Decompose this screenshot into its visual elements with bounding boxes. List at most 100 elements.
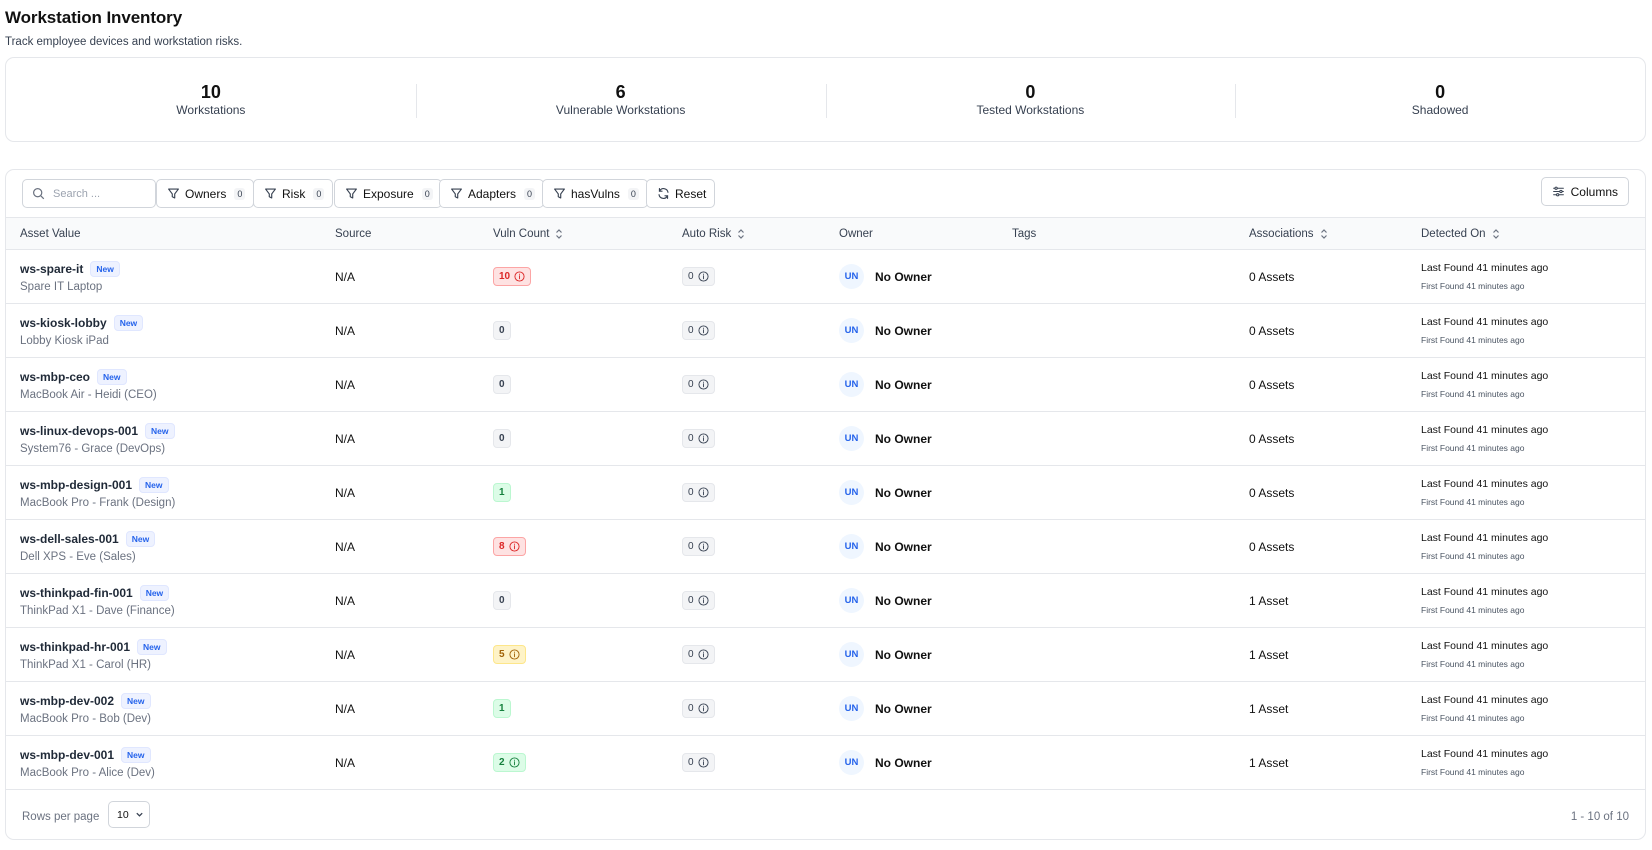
owner-cell[interactable]: UN No Owner <box>839 304 932 357</box>
auto-risk-badge[interactable]: 0 <box>682 429 715 448</box>
associations-cell[interactable]: 0 Assets <box>1249 323 1295 338</box>
vuln-count-badge[interactable]: 0 <box>493 321 511 340</box>
table-row[interactable]: ws-thinkpad-fin-001 New ThinkPad X1 - Dave… <box>6 574 1645 628</box>
vuln-count-badge[interactable]: 0 <box>493 591 511 610</box>
vuln-count-badge[interactable]: 8 <box>493 537 526 556</box>
asset-name-link[interactable]: ws-thinkpad-hr-001 <box>20 639 131 654</box>
associations-cell[interactable]: 0 Assets <box>1249 269 1295 284</box>
reset-button[interactable]: Reset <box>646 179 716 208</box>
auto-risk-cell: 0 <box>682 574 715 627</box>
owner-cell[interactable]: UN No Owner <box>839 358 932 411</box>
vuln-count-badge[interactable]: 2 <box>493 753 526 772</box>
owner-cell[interactable]: UN No Owner <box>839 466 932 519</box>
table-row[interactable]: ws-mbp-dev-001 New MacBook Pro - Alice (De… <box>6 736 1645 790</box>
associations-cell[interactable]: 1 Asset <box>1249 593 1289 608</box>
owner-cell[interactable]: UN No Owner <box>839 412 932 465</box>
associations-cell[interactable]: 1 Asset <box>1249 701 1289 716</box>
last-found-text: Last Found 41 minutes ago <box>1421 640 1549 652</box>
exposure-filter-button[interactable]: Exposure 0 <box>334 179 442 208</box>
column-header-owner[interactable]: Owner <box>839 218 873 249</box>
associations-cell[interactable]: 0 Assets <box>1249 539 1295 554</box>
last-found-text: Last Found 41 minutes ago <box>1421 748 1549 760</box>
table-row[interactable]: ws-spare-it New Spare IT Laptop N/A 10 0 UN No … <box>6 250 1645 304</box>
auto-risk-badge[interactable]: 0 <box>682 645 715 664</box>
auto-risk-badge[interactable]: 0 <box>682 699 715 718</box>
asset-name-link[interactable]: ws-mbp-design-001 <box>20 477 133 492</box>
vuln-count-badge[interactable]: 0 <box>493 375 511 394</box>
table-row[interactable]: ws-dell-sales-001 New Dell XPS - Eve (Sale… <box>6 520 1645 574</box>
auto-risk-badge[interactable]: 0 <box>682 483 715 502</box>
column-header-vuln-count[interactable]: Vuln Count <box>493 218 563 249</box>
table-row[interactable]: ws-linux-devops-001 New System76 - Grace (… <box>6 412 1645 466</box>
owner-cell[interactable]: UN No Owner <box>839 250 932 303</box>
column-header-auto-risk[interactable]: Auto Risk <box>682 218 745 249</box>
column-header-associations[interactable]: Associations <box>1249 218 1328 249</box>
asset-name-link[interactable]: ws-mbp-ceo <box>20 369 91 384</box>
associations-cell[interactable]: 1 Asset <box>1249 647 1289 662</box>
auto-risk-badge[interactable]: 0 <box>682 267 715 286</box>
vuln-count-badge[interactable]: 1 <box>493 699 511 718</box>
auto-risk-badge[interactable]: 0 <box>682 375 715 394</box>
source-cell: N/A <box>335 647 356 662</box>
auto-risk-badge[interactable]: 0 <box>682 321 715 340</box>
filter-icon <box>451 188 462 199</box>
refresh-icon <box>658 188 669 199</box>
asset-name-link[interactable]: ws-thinkpad-fin-001 <box>20 585 133 600</box>
associations-cell[interactable]: 0 Assets <box>1249 377 1295 392</box>
filter-icon <box>346 188 357 199</box>
first-found-text: First Found 41 minutes ago <box>1421 551 1525 561</box>
vuln-count-badge[interactable]: 0 <box>493 429 511 448</box>
new-badge: New <box>125 530 156 547</box>
associations-cell[interactable]: 0 Assets <box>1249 431 1295 446</box>
associations-cell[interactable]: 1 Asset <box>1249 755 1289 770</box>
column-header-tags[interactable]: Tags <box>1012 218 1036 249</box>
auto-risk-badge[interactable]: 0 <box>682 537 715 556</box>
new-badge: New <box>113 314 144 331</box>
column-header-detected-on[interactable]: Detected On <box>1421 218 1500 249</box>
table-row[interactable]: ws-kiosk-lobby New Lobby Kiosk iPad N/A 0 0 UN… <box>6 304 1645 358</box>
owner-cell[interactable]: UN No Owner <box>839 574 932 627</box>
asset-name-link[interactable]: ws-linux-devops-001 <box>20 423 139 438</box>
owner-cell[interactable]: UN No Owner <box>839 520 932 573</box>
auto-risk-badge[interactable]: 0 <box>682 591 715 610</box>
table-row[interactable]: ws-thinkpad-hr-001 New ThinkPad X1 - Carol… <box>6 628 1645 682</box>
owners-filter-button[interactable]: Owners 0 <box>156 179 255 208</box>
filter-label: Owners <box>185 186 227 201</box>
table-row[interactable]: ws-mbp-design-001 New MacBook Pro - Frank … <box>6 466 1645 520</box>
owner-cell[interactable]: UN No Owner <box>839 628 932 681</box>
column-header-label: Owner <box>839 227 873 240</box>
asset-name-link[interactable]: ws-dell-sales-001 <box>20 531 119 546</box>
avatar: UN <box>839 534 864 559</box>
columns-button[interactable]: Columns <box>1540 177 1629 206</box>
owner-cell[interactable]: UN No Owner <box>839 682 932 735</box>
sort-icon <box>556 228 563 239</box>
rows-per-page-value: 10 <box>117 808 129 821</box>
rows-per-page-select[interactable]: 10 <box>108 801 150 828</box>
adapters-filter-button[interactable]: Adapters 0 <box>439 179 545 208</box>
table-row[interactable]: ws-mbp-ceo New MacBook Air - Heidi (CEO) N/… <box>6 358 1645 412</box>
vuln-count-badge[interactable]: 5 <box>493 645 526 664</box>
auto-risk-badge[interactable]: 0 <box>682 753 715 772</box>
asset-name-link[interactable]: ws-mbp-dev-001 <box>20 747 115 762</box>
asset-name-link[interactable]: ws-mbp-dev-002 <box>20 693 115 708</box>
owner-name: No Owner <box>875 431 932 446</box>
asset-name-link[interactable]: ws-kiosk-lobby <box>20 315 107 330</box>
vuln-count-value: 5 <box>499 649 505 660</box>
vuln-count-badge[interactable]: 1 <box>493 483 511 502</box>
table-row[interactable]: ws-mbp-dev-002 New MacBook Pro - Bob (Dev)… <box>6 682 1645 736</box>
vuln-count-value: 8 <box>499 541 505 552</box>
owner-cell[interactable]: UN No Owner <box>839 736 932 789</box>
risk-filter-button[interactable]: Risk 0 <box>253 179 334 208</box>
has-vulns-filter-button[interactable]: hasVulns 0 <box>542 179 648 208</box>
search-box[interactable] <box>22 179 156 208</box>
column-header-source[interactable]: Source <box>335 218 371 249</box>
vuln-count-badge[interactable]: 10 <box>493 267 532 286</box>
auto-risk-value: 0 <box>688 325 694 336</box>
asset-name-link[interactable]: ws-spare-it <box>20 261 84 276</box>
last-found-text: Last Found 41 minutes ago <box>1421 370 1549 382</box>
source-cell: N/A <box>335 377 356 392</box>
column-header-asset-value[interactable]: Asset Value <box>20 218 81 249</box>
info-icon <box>698 433 709 444</box>
associations-cell[interactable]: 0 Assets <box>1249 485 1295 500</box>
search-input[interactable] <box>53 187 149 200</box>
